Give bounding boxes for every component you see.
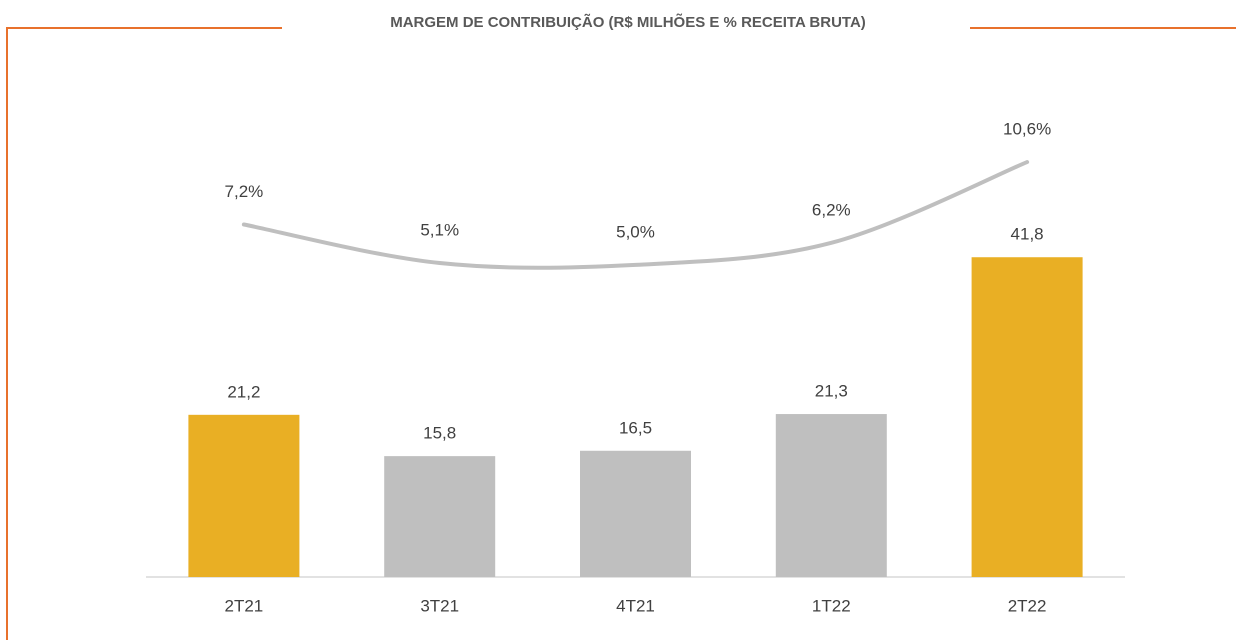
data-label: 41,8 — [1011, 225, 1044, 244]
bar — [971, 257, 1083, 577]
x-tick-label: 4T21 — [616, 596, 655, 615]
bar — [775, 414, 887, 577]
line-label: 7,2% — [225, 182, 264, 201]
line-label: 6,2% — [812, 200, 851, 219]
line-label: 5,0% — [616, 222, 655, 241]
bar — [580, 450, 691, 577]
data-label: 21,3 — [815, 382, 848, 401]
data-label: 16,5 — [619, 418, 652, 437]
line-label: 10,6% — [1003, 120, 1051, 139]
x-tick-label: 1T22 — [812, 596, 851, 615]
x-tick-label: 3T21 — [420, 596, 459, 615]
line — [241, 160, 1030, 270]
chart-title: MARGEM DE CONTRIBUIÇÃO (R$ MILHÕES E % R… — [390, 13, 866, 31]
data-label: 21,2 — [227, 382, 260, 401]
x-tick-label: 2T21 — [225, 596, 264, 615]
x-tick-label: 2T22 — [1008, 596, 1047, 615]
line-label: 5,1% — [420, 221, 459, 240]
bar — [188, 414, 300, 577]
data-label: 15,8 — [423, 424, 456, 443]
bar — [384, 456, 496, 577]
